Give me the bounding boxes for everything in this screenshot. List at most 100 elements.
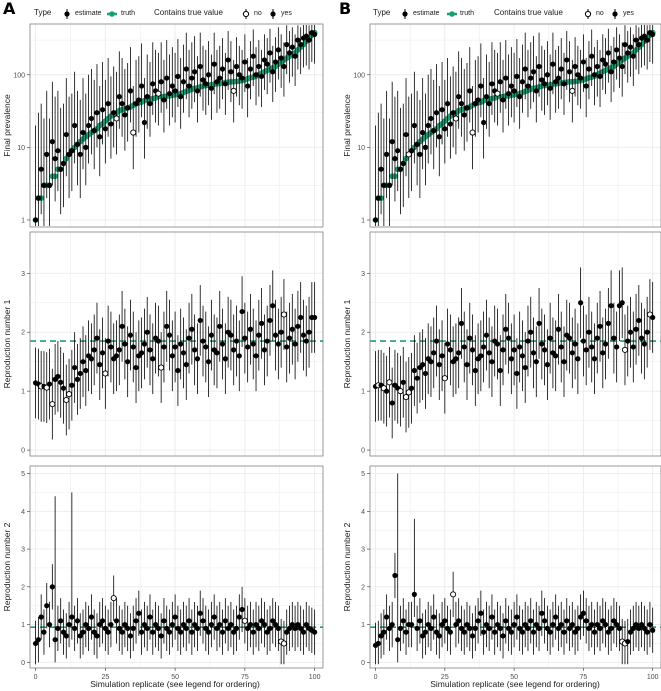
estimate-point [52, 637, 58, 643]
estimate-point [555, 625, 562, 631]
estimate-point [300, 629, 307, 635]
estimate-point [580, 59, 587, 65]
estimate-point [542, 81, 548, 87]
estimate-point [91, 629, 97, 635]
estimate-point [514, 73, 520, 79]
legend-type-title: Type [373, 8, 391, 17]
estimate-point [586, 66, 592, 72]
estimate-point [97, 621, 103, 628]
estimate-point [641, 33, 647, 39]
estimate-point [619, 300, 625, 306]
estimate-point [32, 640, 39, 647]
estimate-point [180, 350, 187, 356]
estimate-point [52, 156, 58, 162]
estimate-point [397, 625, 404, 631]
estimate-point [575, 625, 581, 631]
legend-type-title: Type [34, 8, 52, 17]
estimate-point [88, 115, 94, 122]
estimate-point [164, 323, 170, 329]
estimate-point [408, 148, 415, 154]
estimate-point [49, 584, 55, 590]
estimate-point [83, 367, 89, 374]
estimate-point [139, 350, 145, 356]
estimate-point [456, 350, 462, 356]
estimate-point [597, 73, 603, 79]
estimate-point [517, 94, 523, 100]
estimate-point [447, 347, 453, 353]
estimate-point [306, 37, 312, 43]
estimate-point [447, 629, 453, 635]
estimate-point [625, 638, 631, 645]
estimate-point [77, 370, 83, 377]
estimate-point [405, 389, 412, 396]
y-tick-label: 1 [21, 389, 25, 396]
y-tick-label: 2 [21, 584, 25, 591]
estimate-point [566, 625, 573, 631]
estimate-point [86, 122, 92, 129]
estimate-point [522, 364, 528, 371]
estimate-point [469, 129, 476, 136]
estimate-point [35, 195, 41, 201]
estimate-point [481, 119, 487, 126]
estimate-point [553, 614, 559, 620]
estimate-point [125, 625, 131, 631]
estimate-point [478, 83, 484, 89]
estimate-point [431, 350, 437, 356]
estimate-point [625, 338, 631, 344]
estimate-point [94, 633, 100, 639]
estimate-point [259, 73, 265, 79]
estimate-point [591, 356, 598, 362]
estimate-point [403, 131, 409, 138]
estimate-point [517, 625, 523, 631]
estimate-point [241, 617, 248, 624]
estimate-point [445, 341, 451, 347]
estimate-point [497, 625, 503, 631]
estimate-point [147, 101, 153, 107]
estimate-point [231, 629, 237, 635]
estimate-point [180, 621, 187, 628]
estimate-point [447, 121, 453, 127]
y-axis-label: Reproduction number 1 [342, 299, 352, 388]
estimate-point [113, 618, 120, 624]
estimate-point [630, 53, 636, 59]
estimate-point [136, 610, 142, 616]
estimate-point [225, 625, 231, 631]
estimate-point [233, 63, 240, 70]
estimate-point [644, 329, 650, 335]
estimate-point [144, 625, 150, 631]
estimate-point [636, 42, 642, 48]
estimate-point [395, 637, 401, 643]
estimate-point [522, 66, 528, 72]
estimate-point [608, 69, 614, 75]
estimate-point [272, 332, 279, 338]
estimate-point [428, 115, 434, 122]
estimate-point [139, 629, 145, 635]
estimate-point [411, 122, 417, 129]
estimate-point [494, 341, 501, 347]
y-tick-label: 1 [21, 622, 25, 629]
estimate-point [392, 572, 398, 579]
estimate-point [205, 629, 212, 635]
estimate-point [303, 621, 309, 628]
estimate-point [503, 618, 509, 624]
estimate-point [525, 83, 531, 89]
estimate-point [375, 195, 381, 201]
y-axis-label: Final prevalence [342, 94, 352, 157]
estimate-point [402, 394, 410, 401]
estimate-point [397, 166, 404, 172]
estimate-point [205, 359, 212, 365]
estimate-point [161, 618, 167, 624]
estimate-point [627, 44, 634, 50]
estimate-point [155, 338, 161, 344]
estimate-point [428, 359, 434, 365]
y-tick-label: 10 [357, 145, 365, 152]
estimate-point [166, 629, 173, 635]
estimate-point [253, 353, 259, 359]
x-tick-label: 50 [171, 674, 179, 681]
estimate-point [66, 621, 72, 628]
panel-background [370, 466, 661, 668]
x-tick-label: 0 [34, 674, 38, 681]
estimate-point [500, 347, 506, 353]
